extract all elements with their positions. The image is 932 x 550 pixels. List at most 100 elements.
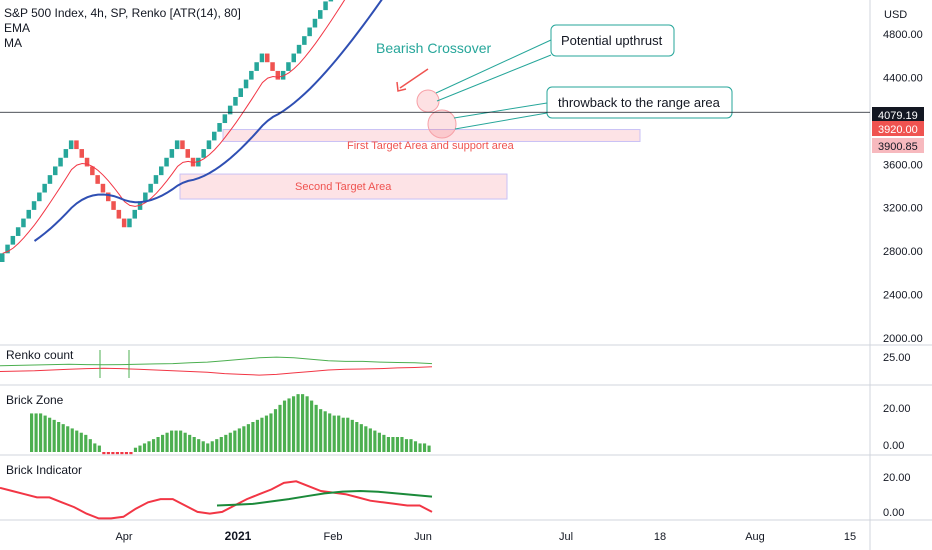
- brick-zone-bar: [341, 417, 345, 452]
- annotation-bearish-crossover: Bearish Crossover: [376, 40, 491, 56]
- renko-brick: [254, 62, 259, 71]
- brick-zone-bar: [142, 443, 147, 452]
- brick-zone-bar: [124, 452, 129, 455]
- renko-brick: [174, 140, 180, 150]
- brick-zone-bar: [409, 439, 413, 452]
- renko-brick: [58, 157, 63, 167]
- brick-zone-bar: [156, 437, 160, 452]
- currency-label: USD: [884, 9, 908, 21]
- brick-zone-bar: [328, 413, 332, 452]
- brick-zone-bar: [301, 394, 305, 452]
- brick-zone-bar: [314, 404, 318, 452]
- brick-zone-bar: [355, 422, 359, 452]
- price-tag: 3900.85: [878, 141, 918, 153]
- time-tick-label: Jul: [559, 531, 573, 543]
- brick-zone-bar: [273, 409, 278, 452]
- time-tick-label: Jun: [414, 531, 432, 543]
- renko-brick: [302, 36, 307, 45]
- price-tag-bg: [872, 138, 924, 153]
- renko-brick: [169, 149, 175, 158]
- brick-zone-bar: [106, 452, 110, 455]
- throwback-callout-line: [453, 102, 548, 119]
- brick-zone-bar: [251, 422, 255, 452]
- brick-zone-bar: [129, 452, 133, 455]
- renko-brick: [31, 201, 37, 210]
- upthrust-callout-line: [436, 54, 552, 102]
- renko-brick: [212, 131, 217, 141]
- brick-zone-bar: [52, 419, 56, 452]
- brick-zone-bar: [287, 398, 291, 452]
- renko-brick: [318, 10, 323, 19]
- brick-zone-bar: [197, 439, 201, 452]
- brick-zone-bar: [34, 413, 38, 452]
- brick-zone-bar: [133, 447, 138, 452]
- renko-brick: [270, 62, 275, 71]
- renko-brick: [238, 88, 243, 97]
- brick-zone-bar: [210, 441, 214, 452]
- throwback-circle: [427, 109, 457, 139]
- renko-brick: [217, 123, 222, 132]
- brick-zone-bar: [427, 445, 431, 452]
- brick-zone-bar: [395, 437, 400, 452]
- brick-zone-bar: [151, 439, 156, 452]
- pane-tick-label: 25.00: [883, 352, 911, 364]
- brick-zone-bar: [391, 437, 395, 452]
- brick-zone-bar: [57, 422, 61, 452]
- upthrust-circle: [416, 89, 440, 113]
- time-tick-label: Feb: [324, 531, 343, 543]
- brick-zone-bar: [413, 441, 418, 452]
- renko-bricks: [0, 0, 334, 262]
- renko-brick: [185, 149, 190, 158]
- renko-brick: [153, 175, 159, 184]
- pane-title: Brick Indicator: [6, 463, 82, 477]
- renko-brick: [148, 183, 153, 193]
- renko-brick: [15, 227, 21, 236]
- renko-brick: [68, 140, 74, 150]
- renko-brick: [275, 70, 281, 80]
- upthrust-callout-box: [550, 24, 675, 57]
- renko-brick: [233, 96, 238, 106]
- renko-brick: [37, 192, 42, 202]
- price-tag-bg: [872, 121, 924, 136]
- zone-second-target: [179, 173, 508, 200]
- brick-zone-bar: [404, 439, 409, 452]
- brick-zone-bar: [219, 437, 223, 452]
- brick-zone-bar: [264, 415, 269, 452]
- brick-zone-bar: [359, 424, 363, 452]
- brick-zone-bar: [201, 441, 205, 452]
- throwback-callout-box: [546, 86, 733, 119]
- renko-brick: [111, 201, 116, 210]
- renko-brick: [63, 149, 69, 158]
- throwback-callout-line: [454, 112, 548, 130]
- renko-brick: [296, 44, 302, 54]
- renko-brick: [143, 192, 148, 202]
- renko-brick: [291, 53, 296, 63]
- annotations: Bearish Crossover Potential upthrust throw…: [295, 24, 733, 193]
- renko-brick: [201, 149, 206, 158]
- bearish-arrow-shaft: [399, 68, 429, 89]
- price-axis: 4800.00 4400.00 3600.00 3200.00 2800.00 2400.…: [883, 29, 923, 345]
- renko-brick: [180, 140, 185, 150]
- renko-brick: [42, 183, 47, 193]
- brick-zone-bar: [192, 437, 196, 452]
- brick-zone-bar: [350, 419, 354, 452]
- renko-brick: [312, 18, 318, 28]
- brick-zone-bar: [282, 400, 287, 452]
- brick-zone-bar: [102, 452, 106, 455]
- price-tick-label: 4800.00: [883, 29, 923, 41]
- renko-brick: [307, 27, 312, 37]
- brick-zone-bar: [147, 441, 151, 452]
- price-tick-label: 4400.00: [883, 72, 923, 84]
- price-labels: 4079.19 3920.00 3900.85: [0, 107, 924, 153]
- brick-zone-bar: [174, 430, 178, 452]
- time-tick-label: 2021: [225, 529, 252, 543]
- indicator-series-green: [0, 356, 433, 367]
- brick-zone-bar: [305, 396, 309, 452]
- second-target-label: Second Target Area: [295, 181, 392, 193]
- brick-zone-bar: [310, 400, 314, 452]
- brick-zone-bar: [368, 428, 372, 452]
- ma-line: [33, 0, 383, 242]
- brick-zone-bar: [382, 434, 386, 452]
